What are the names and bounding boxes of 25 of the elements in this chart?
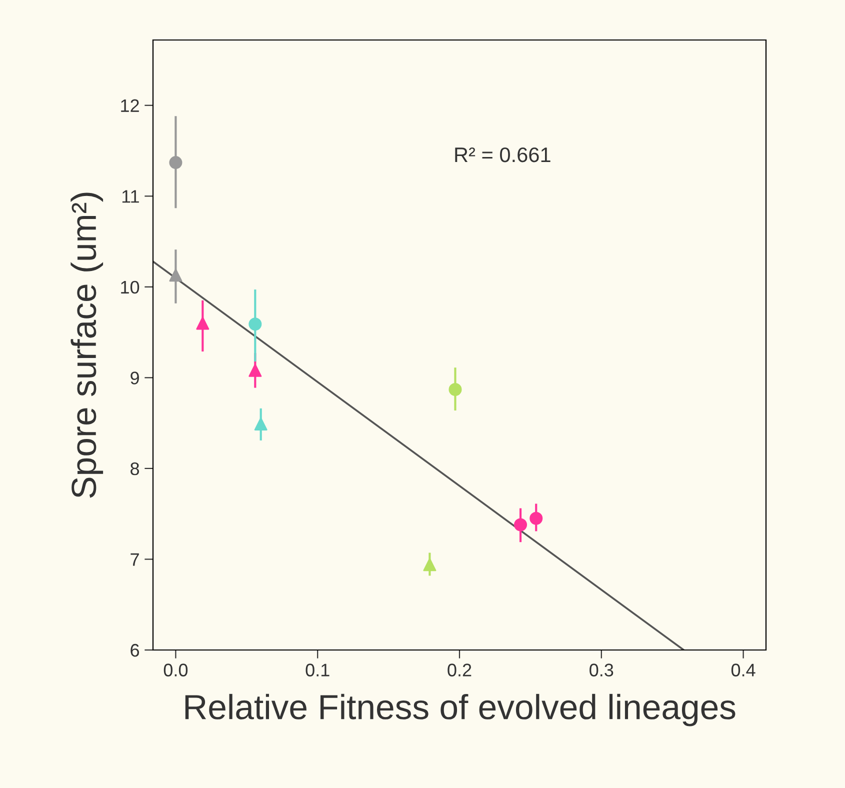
point: [248, 318, 262, 331]
y-tick-label: 9: [130, 372, 139, 384]
x-tick-label: 0.1: [306, 664, 330, 676]
y-tick-label: 6: [130, 644, 140, 657]
point: [169, 268, 182, 282]
x-tick-label: 0.0: [164, 664, 188, 676]
point: [254, 417, 268, 430]
point: [530, 512, 543, 525]
point: [448, 382, 462, 396]
y-tick-label: 11: [122, 190, 139, 203]
y-tick-label: 12: [121, 99, 139, 112]
annotation: R² = 0.661: [455, 147, 550, 162]
x-tick-label: 0.4: [731, 664, 756, 676]
x-tick-label: 0.3: [590, 664, 614, 676]
point: [423, 558, 436, 572]
y-tick-label: 7: [130, 553, 139, 566]
point: [196, 316, 210, 330]
y-tick-label: 8: [130, 462, 140, 476]
x-tick-label: 0.2: [448, 664, 472, 676]
y-axis-title: Spore surface (um²): [70, 192, 104, 498]
point: [169, 156, 182, 170]
point: [248, 364, 262, 377]
x-axis-title: Relative Fitness of evolved lineages: [185, 694, 736, 726]
point: [514, 518, 528, 532]
y-tick-label: 10: [121, 280, 140, 294]
